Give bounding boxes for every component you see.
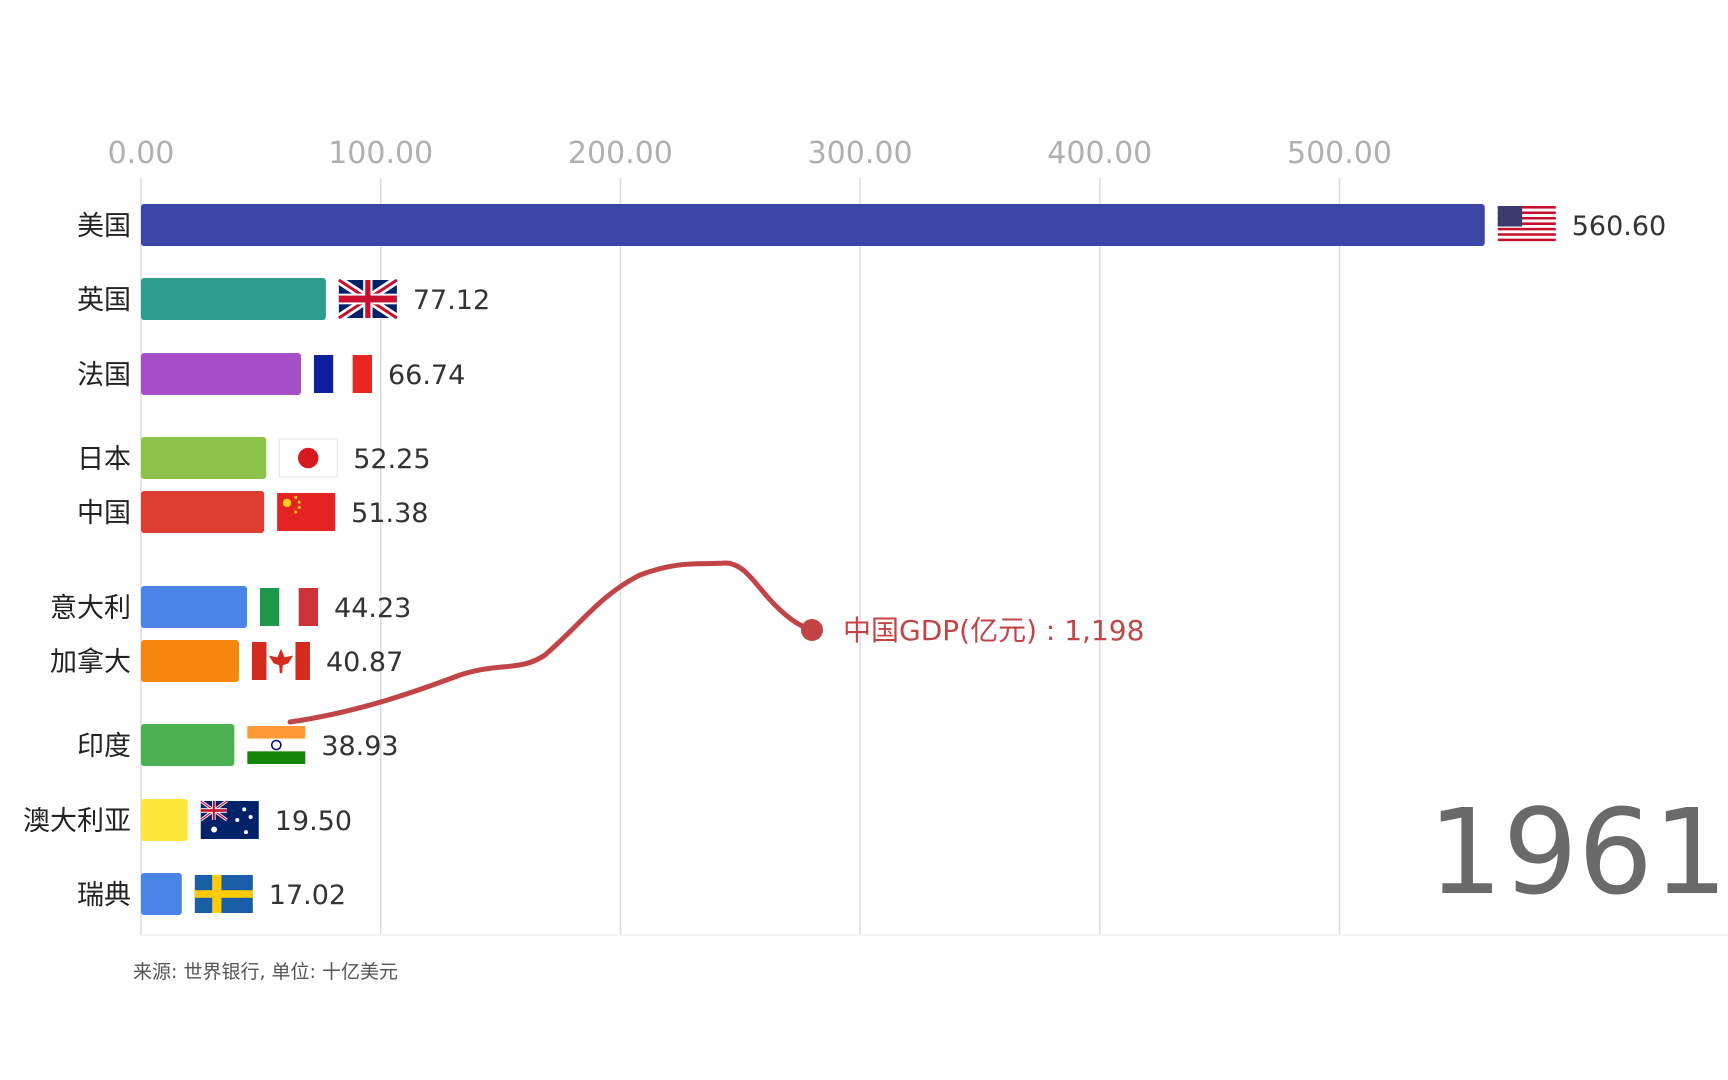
bar-row: 美国 560.60 [77,204,1666,246]
japan-flag-icon [278,438,338,478]
bar-row: 加拿大 40.87 [50,640,403,682]
bar-row: 法国 66.74 [77,353,465,395]
bar [141,204,1485,246]
uk-flag-icon [336,276,400,322]
india-flag-icon [247,726,306,764]
x-tick-label: 100.00 [328,136,433,171]
x-tick-label: 0.00 [108,136,175,171]
value-label: 17.02 [269,880,346,911]
category-label: 加拿大 [50,647,131,678]
x-tick-label: 400.00 [1047,136,1152,171]
value-label: 51.38 [351,498,428,529]
value-label: 77.12 [413,285,490,316]
value-label: 40.87 [326,647,403,678]
value-label: 19.50 [275,806,352,837]
category-label: 中国 [77,498,131,529]
bar [141,353,301,395]
bar [141,586,248,628]
gdp-overlay-label: 中国GDP(亿元) : 1,198 [843,614,1144,647]
x-tick-label: 200.00 [568,136,673,171]
bar-row: 日本 52.25 [77,437,431,479]
bar-row: 印度 38.93 [77,724,399,766]
italy-flag-icon [260,588,319,626]
x-tick-label: 300.00 [808,136,913,171]
canada-flag-icon [251,642,310,680]
category-label: 美国 [77,211,131,242]
value-label: 66.74 [388,360,465,391]
bar [141,640,239,682]
category-label: 日本 [77,444,131,475]
china-flag-icon [277,493,336,531]
value-label: 52.25 [353,444,430,475]
sweden-flag-icon [194,875,253,913]
gdp-trend-curve [287,560,815,725]
bar [141,799,188,841]
bar [141,437,267,479]
category-label: 瑞典 [77,880,131,911]
x-tick-label: 500.00 [1287,136,1392,171]
category-label: 澳大利亚 [23,806,131,837]
bar-row: 中国 51.38 [77,491,428,533]
us-flag-icon [1497,206,1556,244]
category-label: 英国 [77,285,131,316]
bar-row: 英国 77.12 [77,276,490,322]
x-axis-ticks: 0.00 100.00 200.00 300.00 400.00 500.00 [108,136,1392,171]
gdp-trend-dot [801,619,823,641]
value-label: 560.60 [1572,211,1666,242]
gdp-overlay: 中国GDP(亿元) : 1,198 [287,560,1144,725]
category-label: 意大利 [50,593,131,624]
australia-flag-icon [199,799,259,839]
source-note: 来源: 世界银行, 单位: 十亿美元 [133,961,398,983]
bars-layer: 美国 560.60 英国 77.12 法国 66.74 日本 52.25 中国 51.38 意大利 4… [23,204,1666,915]
bar [141,491,265,533]
bar-row: 瑞典 17.02 [77,873,346,915]
value-label: 38.93 [321,731,398,762]
bar-row: 意大利 44.23 [50,586,411,628]
france-flag-icon [313,355,372,393]
value-label: 44.23 [334,593,411,624]
bar [141,724,235,766]
category-label: 法国 [77,360,131,391]
bar [141,873,182,915]
category-label: 印度 [77,731,131,762]
bar [141,278,326,320]
bar-row: 澳大利亚 19.50 [23,799,352,841]
year-label: 1961 [1428,783,1728,921]
